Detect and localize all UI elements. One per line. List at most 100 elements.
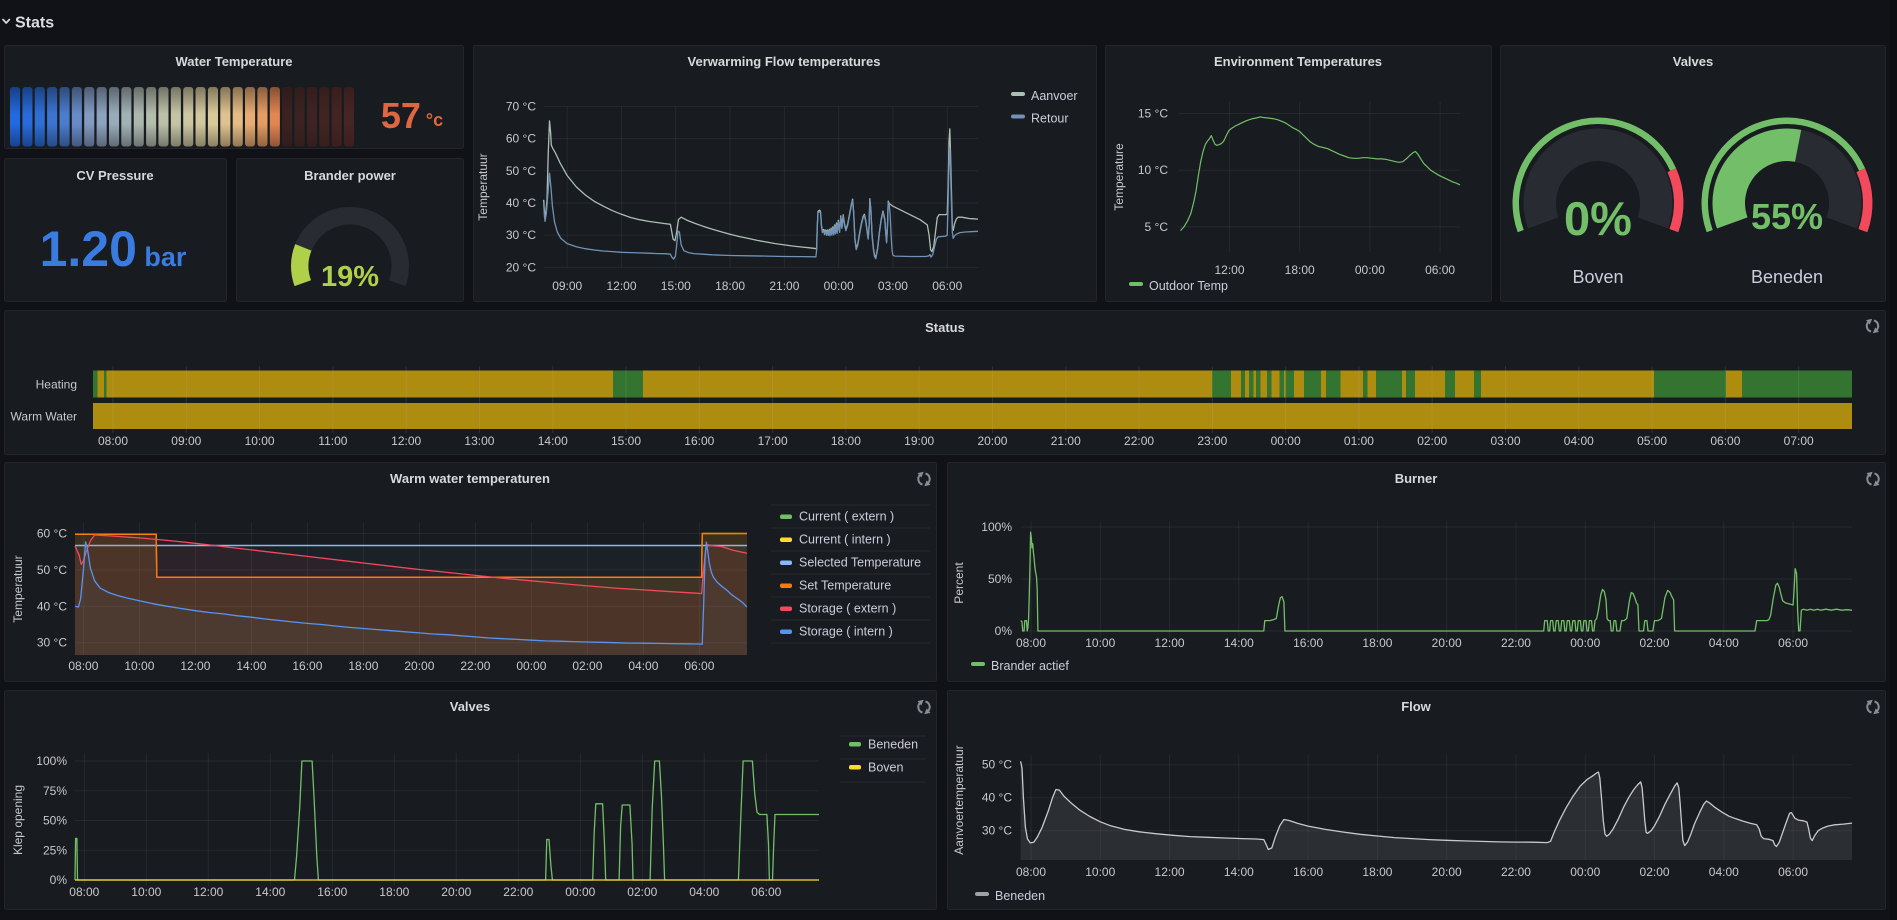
svg-text:18:00: 18:00 <box>831 434 861 448</box>
svg-text:70 °C: 70 °C <box>506 99 536 113</box>
svg-text:Boven: Boven <box>868 761 903 775</box>
svg-text:00:00: 00:00 <box>516 659 546 673</box>
svg-text:100%: 100% <box>981 520 1012 534</box>
svg-text:12:00: 12:00 <box>391 434 421 448</box>
svg-text:75%: 75% <box>43 784 67 798</box>
svg-text:Flow: Flow <box>1401 699 1431 714</box>
svg-text:Current ( intern ): Current ( intern ) <box>799 533 891 547</box>
svg-text:10:00: 10:00 <box>245 434 275 448</box>
svg-text:04:00: 04:00 <box>628 659 658 673</box>
svg-text:14:00: 14:00 <box>236 659 266 673</box>
svg-text:12:00: 12:00 <box>193 885 223 899</box>
svg-text:12:00: 12:00 <box>1155 865 1185 879</box>
svg-text:30 °C: 30 °C <box>506 228 536 242</box>
svg-text:06:00: 06:00 <box>1425 263 1455 277</box>
svg-text:00:00: 00:00 <box>1271 434 1301 448</box>
svg-text:50%: 50% <box>988 572 1012 586</box>
svg-text:02:00: 02:00 <box>1640 865 1670 879</box>
svg-text:18:00: 18:00 <box>348 659 378 673</box>
svg-text:22:00: 22:00 <box>503 885 533 899</box>
svg-text:40 °C: 40 °C <box>506 196 536 210</box>
svg-text:20:00: 20:00 <box>404 659 434 673</box>
svg-text:Warm water temperaturen: Warm water temperaturen <box>390 471 550 486</box>
svg-text:40 °C: 40 °C <box>37 599 67 613</box>
svg-text:04:00: 04:00 <box>1709 636 1739 650</box>
svg-text:20:00: 20:00 <box>1432 636 1462 650</box>
svg-text:22:00: 22:00 <box>1501 865 1531 879</box>
svg-text:Boven: Boven <box>1572 267 1623 287</box>
svg-text:0%: 0% <box>1564 192 1632 245</box>
svg-text:21:00: 21:00 <box>1051 434 1081 448</box>
svg-text:06:00: 06:00 <box>751 885 781 899</box>
svg-text:06:00: 06:00 <box>1778 636 1808 650</box>
svg-text:Temperatuur: Temperatuur <box>476 153 490 220</box>
svg-text:60 °C: 60 °C <box>37 527 67 541</box>
svg-text:04:00: 04:00 <box>689 885 719 899</box>
svg-text:14:00: 14:00 <box>1224 636 1254 650</box>
svg-text:5 °C: 5 °C <box>1145 220 1169 234</box>
svg-text:00:00: 00:00 <box>1570 636 1600 650</box>
svg-text:0%: 0% <box>995 624 1013 638</box>
svg-text:17:00: 17:00 <box>758 434 788 448</box>
svg-text:14:00: 14:00 <box>255 885 285 899</box>
svg-text:Beneden: Beneden <box>868 738 918 752</box>
svg-text:08:00: 08:00 <box>68 659 98 673</box>
svg-text:18:00: 18:00 <box>1362 636 1392 650</box>
svg-text:19%: 19% <box>321 261 379 293</box>
svg-text:02:00: 02:00 <box>572 659 602 673</box>
svg-text:Temperature: Temperature <box>1112 143 1126 211</box>
svg-text:13:00: 13:00 <box>464 434 494 448</box>
svg-text:Environment Temperatures: Environment Temperatures <box>1214 54 1382 69</box>
svg-text:08:00: 08:00 <box>1016 865 1046 879</box>
svg-text:100%: 100% <box>36 754 67 768</box>
svg-text:CV Pressure: CV Pressure <box>76 168 153 183</box>
svg-text:02:00: 02:00 <box>1640 636 1670 650</box>
svg-text:Storage ( intern ): Storage ( intern ) <box>799 625 893 639</box>
svg-text:06:00: 06:00 <box>684 659 714 673</box>
svg-text:09:00: 09:00 <box>171 434 201 448</box>
svg-text:14:00: 14:00 <box>538 434 568 448</box>
svg-text:Status: Status <box>925 320 965 335</box>
svg-text:Burner: Burner <box>1395 471 1438 486</box>
svg-text:12:00: 12:00 <box>606 279 636 293</box>
svg-text:22:00: 22:00 <box>1501 636 1531 650</box>
svg-text:06:00: 06:00 <box>932 279 962 293</box>
svg-text:00:00: 00:00 <box>824 279 854 293</box>
svg-text:08:00: 08:00 <box>98 434 128 448</box>
svg-text:18:00: 18:00 <box>1285 263 1315 277</box>
svg-text:22:00: 22:00 <box>1124 434 1154 448</box>
svg-text:Brander actief: Brander actief <box>991 659 1069 673</box>
svg-text:12:00: 12:00 <box>1155 636 1185 650</box>
svg-text:40 °C: 40 °C <box>982 791 1012 805</box>
svg-text:01:00: 01:00 <box>1344 434 1374 448</box>
svg-text:08:00: 08:00 <box>69 885 99 899</box>
svg-text:11:00: 11:00 <box>318 434 347 448</box>
svg-text:08:00: 08:00 <box>1016 636 1046 650</box>
svg-text:Storage ( extern ): Storage ( extern ) <box>799 602 896 616</box>
svg-text:Selected Temperature: Selected Temperature <box>799 556 921 570</box>
svg-text:18:00: 18:00 <box>715 279 745 293</box>
svg-text:60 °C: 60 °C <box>506 132 536 146</box>
svg-text:Brander power: Brander power <box>304 168 396 183</box>
svg-text:Temperatuur: Temperatuur <box>11 555 25 622</box>
svg-text:05:00: 05:00 <box>1637 434 1667 448</box>
svg-text:10 °C: 10 °C <box>1138 163 1168 177</box>
svg-text:19:00: 19:00 <box>904 434 934 448</box>
svg-text:12:00: 12:00 <box>180 659 210 673</box>
svg-text:03:00: 03:00 <box>1490 434 1520 448</box>
svg-text:03:00: 03:00 <box>878 279 908 293</box>
svg-text:55%: 55% <box>1751 196 1823 237</box>
svg-text:Water Temperature: Water Temperature <box>175 54 292 69</box>
svg-text:04:00: 04:00 <box>1564 434 1594 448</box>
svg-text:15:00: 15:00 <box>661 279 691 293</box>
svg-text:20 °C: 20 °C <box>506 260 536 274</box>
svg-text:Beneden: Beneden <box>1751 267 1823 287</box>
svg-text:Aanvoertemperatuur: Aanvoertemperatuur <box>952 745 966 854</box>
svg-text:50 °C: 50 °C <box>982 758 1012 772</box>
svg-text:30 °C: 30 °C <box>37 636 67 650</box>
svg-text:Heating: Heating <box>36 378 77 392</box>
svg-text:Beneden: Beneden <box>995 889 1045 903</box>
svg-text:Valves: Valves <box>450 699 491 714</box>
svg-text:1.20 bar: 1.20 bar <box>40 221 187 277</box>
svg-text:22:00: 22:00 <box>460 659 490 673</box>
